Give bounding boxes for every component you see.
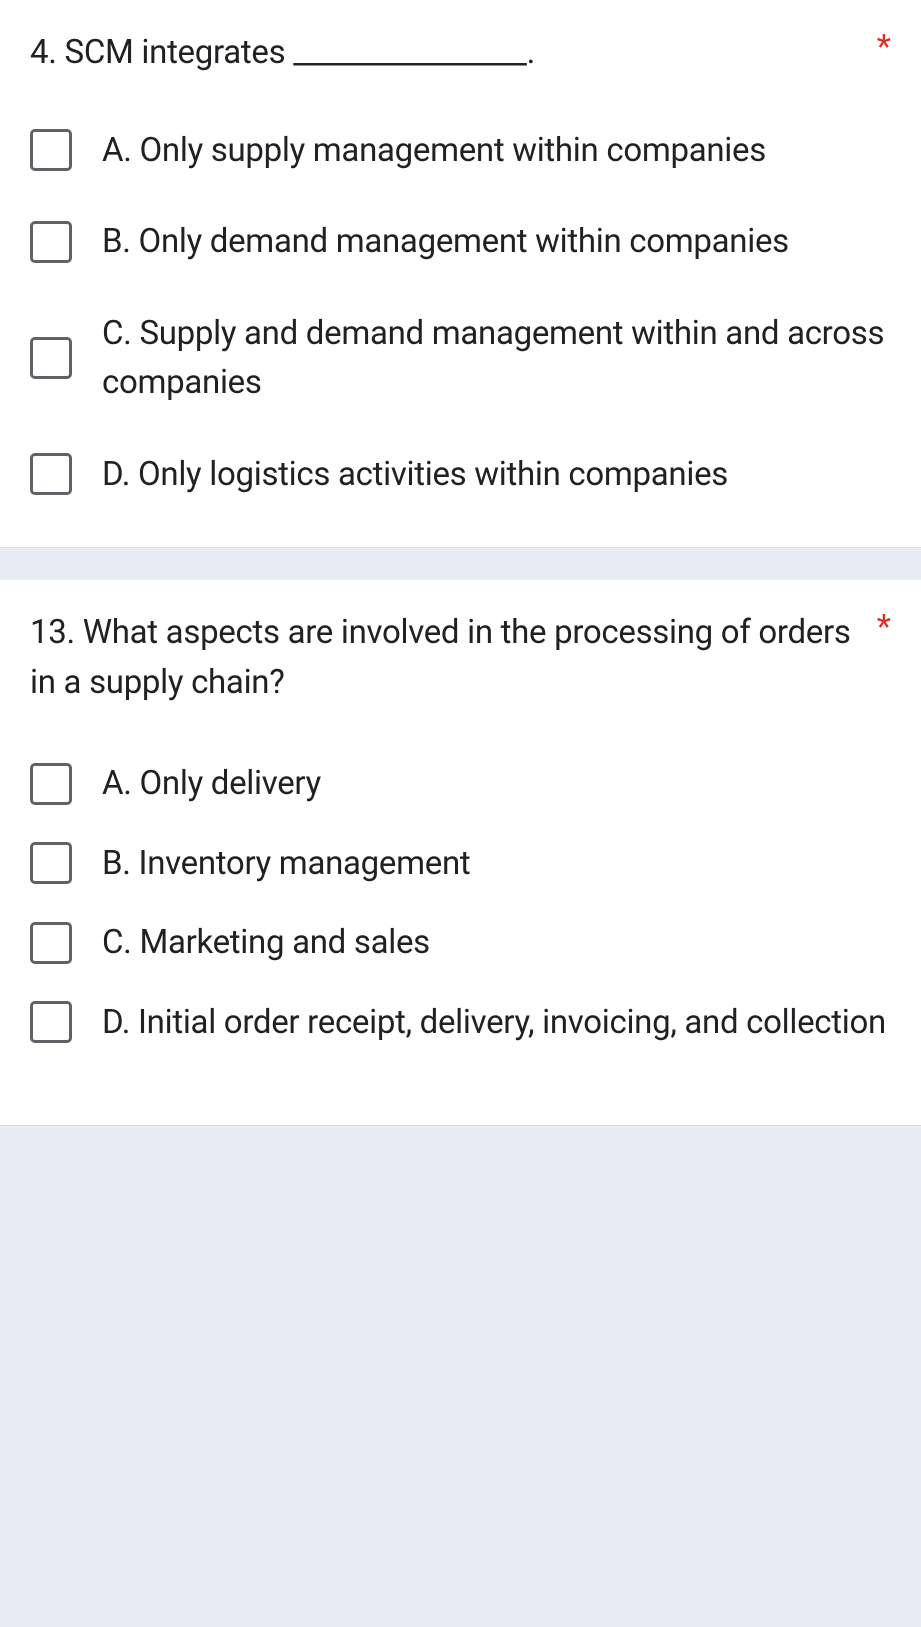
checkbox-option-d[interactable]: [30, 453, 72, 495]
option-row: D. Initial order receipt, delivery, invo…: [30, 998, 891, 1048]
card-separator: [0, 548, 921, 580]
option-row: C. Supply and demand management within a…: [30, 309, 891, 408]
checkbox-option-c[interactable]: [30, 922, 72, 964]
option-row: D. Only logistics activities within comp…: [30, 450, 891, 500]
option-row: C. Marketing and sales: [30, 918, 891, 968]
question-card-4: 4. SCM integrates ________________. * A.…: [0, 0, 921, 548]
option-row: A. Only supply management within compani…: [30, 126, 891, 176]
checkbox-option-d[interactable]: [30, 1001, 72, 1043]
question-header: 13. What aspects are involved in the pro…: [30, 608, 891, 707]
option-label: C. Marketing and sales: [102, 918, 430, 968]
option-label: D. Only logistics activities within comp…: [102, 450, 728, 500]
checkbox-option-a[interactable]: [30, 129, 72, 171]
checkbox-option-b[interactable]: [30, 842, 72, 884]
option-row: B. Inventory management: [30, 839, 891, 889]
option-label: B. Only demand management within compani…: [102, 217, 789, 267]
option-label: A. Only supply management within compani…: [102, 126, 766, 176]
checkbox-option-b[interactable]: [30, 221, 72, 263]
question-card-13: 13. What aspects are involved in the pro…: [0, 580, 921, 1126]
required-indicator: *: [877, 28, 891, 68]
question-number: 4.: [30, 33, 57, 72]
question-text: 4. SCM integrates ________________.: [30, 28, 859, 78]
checkbox-option-c[interactable]: [30, 337, 72, 379]
question-prompt: What aspects are involved in the process…: [30, 613, 851, 702]
option-label: C. Supply and demand management within a…: [102, 309, 891, 408]
option-label: A. Only delivery: [102, 759, 321, 809]
question-text: 13. What aspects are involved in the pro…: [30, 608, 859, 707]
question-header: 4. SCM integrates ________________. *: [30, 28, 891, 78]
checkbox-option-a[interactable]: [30, 763, 72, 805]
option-label: D. Initial order receipt, delivery, invo…: [102, 998, 886, 1048]
option-row: A. Only delivery: [30, 759, 891, 809]
required-indicator: *: [877, 608, 891, 648]
question-prompt: SCM integrates ________________.: [65, 33, 535, 72]
option-label: B. Inventory management: [102, 839, 470, 889]
question-number: 13.: [30, 613, 75, 652]
option-row: B. Only demand management within compani…: [30, 217, 891, 267]
